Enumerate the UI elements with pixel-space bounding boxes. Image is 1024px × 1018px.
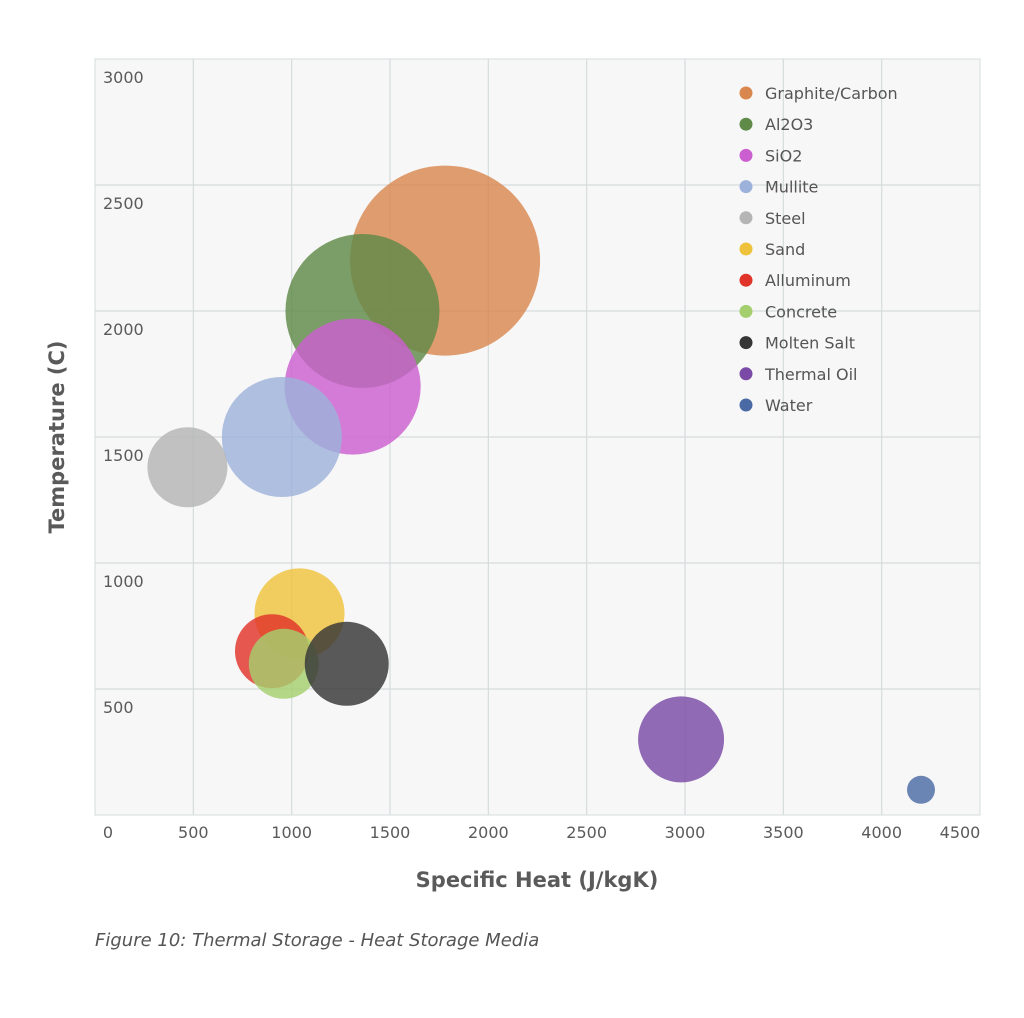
legend-label: Mullite: [765, 178, 818, 197]
y-tick-label: 2500: [103, 194, 144, 213]
legend-marker: [739, 148, 753, 162]
legend-marker: [739, 211, 753, 225]
x-tick-label: 2500: [566, 823, 607, 842]
legend-marker: [739, 398, 753, 412]
legend-marker: [739, 304, 753, 318]
legend-label: Molten Salt: [765, 334, 855, 353]
legend-label: Sand: [765, 240, 805, 259]
legend-label: Concrete: [765, 302, 837, 321]
bubble-molten-salt: [304, 621, 389, 706]
legend-label: Alluminum: [765, 271, 851, 290]
y-tick-label: 500: [103, 698, 134, 717]
legend-label: Graphite/Carbon: [765, 84, 898, 103]
y-axis-title: Temperature (C): [45, 341, 69, 534]
legend-marker: [739, 117, 753, 131]
bubble-concrete: [248, 628, 319, 699]
x-tick-label: 4500: [940, 823, 981, 842]
x-tick-label: 4000: [861, 823, 902, 842]
legend-marker: [739, 242, 753, 256]
y-tick-label: 2000: [103, 320, 144, 339]
x-tick-label: 3500: [763, 823, 804, 842]
x-tick-label: 0: [103, 823, 113, 842]
legend-marker: [739, 273, 753, 287]
y-tick-label: 3000: [103, 68, 144, 87]
y-tick-label: 1500: [103, 446, 144, 465]
x-tick-label: 1000: [271, 823, 312, 842]
legend-label: SiO2: [765, 146, 802, 165]
bubble-mullite: [221, 377, 342, 497]
legend-label: Steel: [765, 209, 806, 228]
legend-marker: [739, 336, 753, 350]
figure-caption: Figure 10: Thermal Storage - Heat Storag…: [95, 930, 540, 951]
bubble-steel: [147, 427, 228, 508]
legend-label: Water: [765, 396, 813, 415]
y-tick-label: 1000: [103, 572, 144, 591]
x-tick-label: 2000: [468, 823, 509, 842]
legend-label: Al2O3: [765, 115, 813, 134]
bubble-water: [907, 775, 935, 804]
x-tick-label: 500: [178, 823, 209, 842]
x-tick-label: 3000: [665, 823, 706, 842]
legend-marker: [739, 367, 753, 381]
x-axis-title: Specific Heat (J/kgK): [416, 868, 659, 892]
legend-label: Thermal Oil: [764, 365, 857, 384]
legend-marker: [739, 86, 753, 100]
legend-marker: [739, 180, 753, 194]
x-tick-label: 1500: [370, 823, 411, 842]
bubble-thermal-oil: [638, 696, 725, 783]
